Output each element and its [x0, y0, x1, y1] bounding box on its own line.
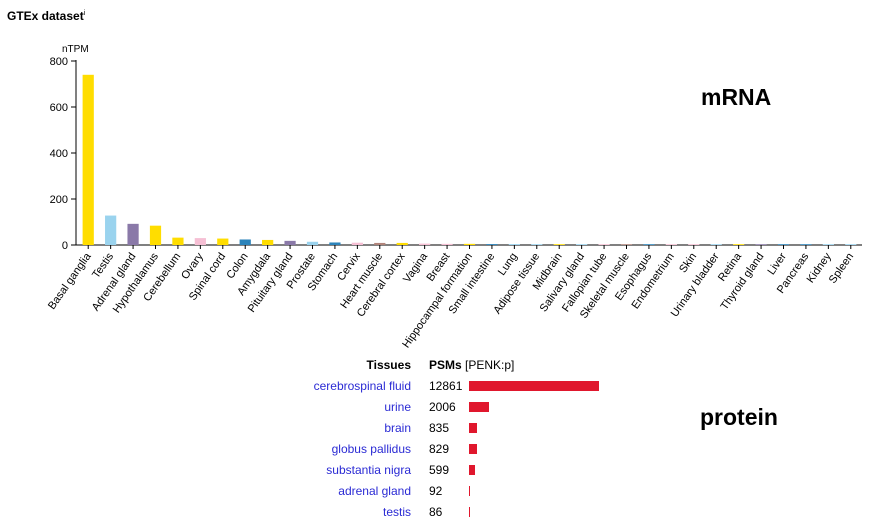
psm-value: 92: [429, 484, 443, 498]
bar-hippocampal-formation: [463, 243, 476, 245]
header-psms: PSMs [PENK:p]: [429, 358, 514, 372]
tissue-cell: globus pallidus: [332, 442, 411, 456]
bar-amygdala: [262, 239, 274, 245]
bar-retina: [733, 244, 745, 245]
bar-vagina: [419, 243, 431, 245]
tissue-link[interactable]: urine: [384, 400, 411, 414]
y-tick-label: 0: [62, 240, 68, 252]
tissue-link[interactable]: cerebrospinal fluid: [313, 379, 411, 393]
table-row: testis 86: [0, 501, 700, 522]
bar-cervix: [351, 242, 363, 245]
table-row: globus pallidus 829: [0, 438, 700, 459]
tissue-cell: adrenal gland: [338, 484, 411, 498]
bar-adrenal-gland: [127, 223, 139, 245]
table-row: urine 2006: [0, 396, 700, 417]
tissue-cell: testis: [383, 505, 411, 519]
bar-salivary-gland: [576, 244, 588, 245]
psm-bar: [469, 423, 478, 433]
bar-lung: [508, 244, 520, 245]
dataset-title-text: GTEx dataset: [7, 9, 84, 23]
table-row: substantia nigra 599: [0, 459, 700, 480]
psm-bar: [469, 402, 490, 412]
psm-value: 2006: [429, 400, 456, 414]
protein-table-header: Tissues PSMs [PENK:p]: [0, 354, 700, 375]
y-tick-label: 800: [50, 56, 68, 68]
header-tissues: Tissues: [366, 358, 411, 372]
psm-value: 829: [429, 442, 450, 456]
bar-heart-muscle: [374, 242, 386, 245]
bar-breast: [441, 243, 453, 245]
bar-ovary: [194, 238, 206, 245]
y-axis-label: nTPM: [62, 44, 89, 55]
tissue-link[interactable]: testis: [382, 505, 411, 519]
psm-bar: [469, 381, 599, 391]
bar-midbrain: [553, 244, 565, 245]
bar-prostate: [306, 241, 319, 245]
psm-bar: [469, 444, 478, 454]
bar-endometrium: [665, 244, 677, 245]
tissue-cell: brain: [384, 421, 411, 435]
bar-stomach: [329, 242, 341, 245]
bar-testis: [105, 215, 117, 245]
psm-value: 599: [429, 463, 450, 477]
protein-label: protein: [700, 404, 778, 430]
dataset-title: GTEx dataseti: [7, 9, 85, 23]
psm-value: 835: [429, 421, 450, 435]
bar-urinary-bladder: [710, 244, 722, 245]
psm-bar: [469, 507, 470, 517]
mrna-label: mRNA: [701, 84, 772, 110]
x-tick-label: Basal ganglia: [46, 250, 94, 312]
psm-bar: [469, 486, 470, 496]
bar-skin: [688, 244, 700, 245]
bar-adipose-tissue: [531, 244, 543, 245]
x-tick-label: Vagina: [401, 250, 431, 285]
bar-small-intestine: [486, 244, 498, 245]
psm-value: 86: [429, 505, 443, 519]
bar-cerebellum: [172, 237, 184, 245]
tissue-link[interactable]: brain: [384, 421, 411, 435]
x-tick-label: Skin: [677, 251, 699, 275]
y-tick-label: 400: [50, 148, 68, 160]
bar-colon: [239, 239, 251, 245]
header-psms-label: PSMs: [429, 358, 462, 372]
psm-value: 12861: [429, 379, 463, 393]
tissue-cell: cerebrospinal fluid: [314, 379, 411, 393]
bar-fallopian-tube: [598, 244, 610, 245]
header-gene-label: [PENK:p]: [465, 358, 515, 372]
tissue-link[interactable]: substantia nigra: [326, 463, 411, 477]
table-row: brain 835: [0, 417, 700, 438]
bar-pituitary-gland: [284, 240, 296, 245]
table-row: adrenal gland 92: [0, 480, 700, 501]
y-tick-label: 600: [50, 102, 68, 114]
tissue-link[interactable]: adrenal gland: [338, 484, 411, 498]
bar-basal-ganglia: [82, 74, 94, 245]
psm-bar: [469, 465, 476, 475]
info-icon[interactable]: i: [83, 10, 86, 17]
y-tick-label: 200: [50, 194, 68, 206]
bar-esophagus: [643, 244, 655, 245]
bar-spleen: [845, 244, 857, 245]
bar-spinal-cord: [217, 238, 229, 245]
bar-kidney: [822, 244, 834, 245]
tissue-cell: urine: [384, 400, 411, 414]
bar-cerebral-cortex: [396, 242, 408, 245]
tissue-link[interactable]: globus pallidus: [331, 442, 411, 456]
bar-hypothalamus: [149, 225, 162, 245]
bar-pancreas: [800, 244, 812, 245]
table-row: cerebrospinal fluid 12861: [0, 375, 700, 396]
tissue-cell: substantia nigra: [326, 463, 411, 477]
bar-liver: [777, 244, 790, 245]
bar-skeletal-muscle: [620, 244, 633, 245]
bar-thyroid-gland: [755, 244, 767, 245]
